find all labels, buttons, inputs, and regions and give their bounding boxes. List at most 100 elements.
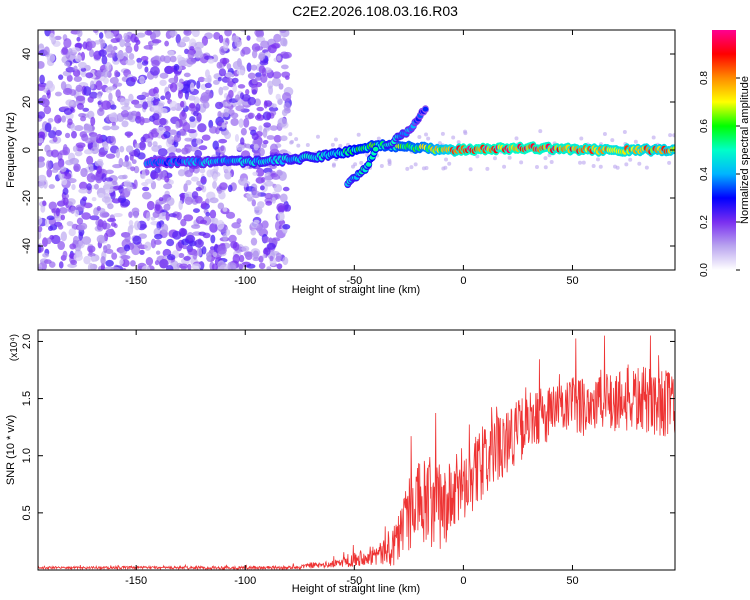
spectrogram-noise-cell: [48, 184, 55, 189]
spectrogram-noise-cell: [164, 175, 170, 183]
spectrogram-noise-cell: [163, 131, 171, 139]
spectrogram-noise-cell: [150, 171, 159, 179]
spectrogram-noise-cell: [277, 117, 288, 128]
spectrogram-noise-cell: [333, 137, 338, 142]
spectrogram-noise-cell: [187, 49, 195, 60]
spectrogram-noise-cell: [65, 159, 74, 166]
spectrogram-noise-cell: [184, 169, 193, 178]
spectrogram-noise-cell: [253, 206, 262, 211]
spectrogram-noise-cell: [280, 135, 288, 142]
spectrogram-noise-cell: [121, 105, 131, 111]
spectrogram-noise-cell: [74, 209, 79, 217]
spectrogram-noise-cell: [157, 144, 162, 149]
spectrogram-noise-cell: [121, 267, 127, 270]
spectrogram-noise-cell: [55, 129, 62, 137]
spectrogram-noise-cell: [187, 263, 192, 270]
spectrogram-noise-cell: [78, 232, 84, 241]
spectrogram-noise-cell: [88, 49, 95, 58]
spectrogram-noise-cell: [130, 110, 138, 116]
spectrogram-noise-cell: [74, 151, 83, 157]
spectrogram-noise-cell: [44, 122, 52, 133]
spectrogram-noise-cell: [58, 150, 68, 156]
spectrogram-noise-cell: [119, 259, 124, 265]
spectrogram-noise-cell: [150, 238, 156, 249]
spectrogram-noise-cell: [133, 165, 140, 174]
spectrogram-noise-cell: [176, 211, 182, 221]
spectrogram-noise-cell: [262, 128, 268, 138]
spectrogram-noise-cell: [166, 197, 175, 206]
spectrogram-noise-cell: [441, 166, 446, 171]
snr-x-ticks: -150 -100 -50 0 50: [125, 330, 579, 587]
spectrogram-noise-cell: [107, 86, 117, 91]
spectrogram-noise-cell: [158, 106, 164, 114]
spectrogram-noise-cell: [164, 40, 170, 47]
spectrogram-noise-cell: [159, 79, 167, 86]
spectrogram-noise-cell: [102, 125, 112, 131]
spectrogram-noise-cell: [258, 255, 264, 263]
spectrogram-noise-cell: [98, 32, 104, 39]
spectrogram-noise-cell: [226, 211, 236, 219]
spectrogram-noise-cell: [243, 117, 250, 128]
spectrogram-noise-cell: [250, 64, 258, 71]
spectrogram-noise-cell: [122, 174, 128, 180]
spectrogram-noise-cell: [195, 186, 202, 192]
spectrogram-noise-cell: [183, 72, 191, 78]
spectrogram-noise-cell: [38, 225, 43, 233]
spectrogram-noise-cell: [178, 252, 185, 259]
spectrogram-noise-cell: [42, 252, 50, 258]
spectrogram-noise-cell: [60, 166, 67, 172]
spectrogram-noise-cell: [143, 45, 153, 50]
spectrogram-x-tick-label: -100: [234, 275, 256, 287]
spectrogram-noise-cell: [141, 60, 149, 66]
spectrogram-noise-cell: [218, 34, 224, 44]
spectrogram-noise-cell: [83, 149, 93, 155]
spectrogram-noise-cell: [168, 129, 178, 136]
spectrogram-noise-cell: [97, 192, 105, 199]
spectrogram-noise-cell: [252, 171, 258, 176]
spectrogram-noise-cell: [101, 55, 108, 65]
colorbar: 0.0 0.2 0.4 0.6 0.8 Normalized spectral ampl…: [699, 30, 750, 277]
spectrogram-noise-cell: [83, 86, 92, 96]
spectrogram-noise-cell: [49, 32, 55, 41]
spectrogram-noise-cell: [260, 73, 268, 84]
spectrogram-noise-cell: [246, 193, 253, 198]
spectrogram-noise-cell: [194, 196, 203, 204]
spectrogram-noise-cell: [64, 132, 71, 139]
spectrogram-noise-cell: [83, 255, 91, 265]
spectrogram-noise-cell: [282, 38, 288, 47]
spectrogram-noise-cell: [114, 69, 119, 78]
spectrogram-noise-cell: [130, 33, 137, 43]
spectrogram-noise-cell: [105, 61, 112, 71]
spectrogram-noise-cell: [62, 250, 68, 259]
spectrogram-noise-cell: [213, 31, 221, 40]
spectrogram-noise-cell: [201, 246, 207, 255]
spectrogram-noise-cell: [236, 228, 243, 236]
spectrogram-x-tick-label: -50: [346, 275, 362, 287]
spectrogram-noise-cell: [122, 161, 130, 168]
spectrogram-noise-cell: [179, 263, 189, 269]
spectrogram-noise-cell: [180, 218, 187, 227]
spectrogram-noise-cell: [44, 218, 50, 228]
spectrogram-x-tick-label: 50: [566, 275, 578, 287]
spectrogram-noise-cell: [104, 188, 114, 194]
spectrogram-noise-cell: [177, 169, 186, 177]
spectrogram-noise-cell: [209, 222, 218, 233]
spectrogram-noise-cell: [38, 263, 43, 270]
spectrogram-noise-cell: [208, 119, 214, 129]
snr-x-tick-label: 50: [566, 575, 578, 587]
spectrogram-noise-cell: [75, 84, 83, 93]
spectrogram-noise-cell: [128, 219, 134, 226]
spectrogram-noise-cell: [272, 71, 282, 79]
spectrogram-noise-cell: [76, 102, 84, 110]
spectrogram-noise-cell: [538, 129, 543, 134]
spectrogram-noise-cell: [440, 131, 445, 136]
spectrogram-noise-cell: [246, 263, 256, 269]
spectrogram-noise-cell: [100, 263, 105, 270]
spectrogram-noise-cell: [70, 206, 75, 214]
spectrogram-noise-cell: [66, 221, 74, 227]
spectrogram-noise-cell: [204, 82, 212, 89]
spectrogram-noise-cell: [183, 183, 188, 193]
spectrogram-noise-cell: [207, 58, 215, 64]
spectrogram-noise-cell: [133, 43, 139, 52]
